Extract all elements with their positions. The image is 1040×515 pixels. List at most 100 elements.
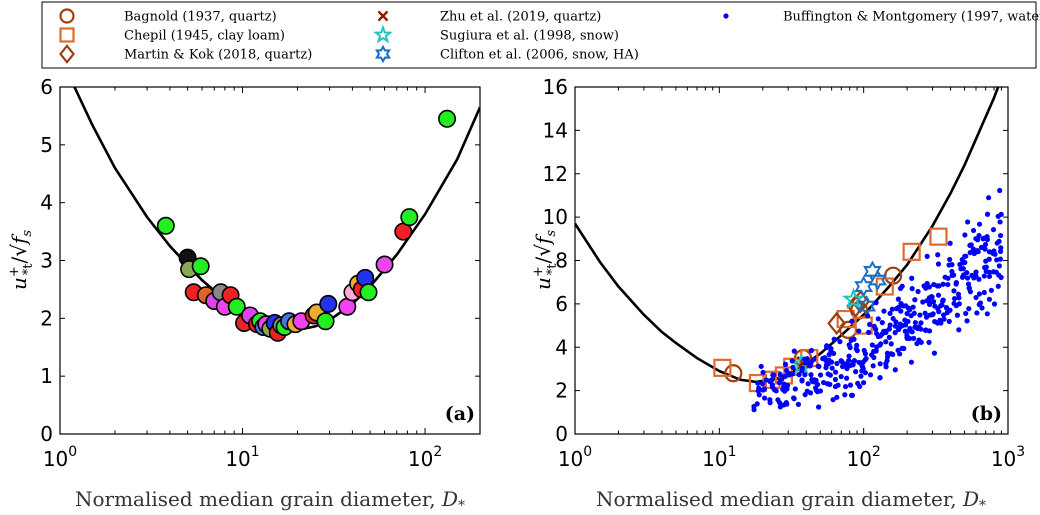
panel-b-point-water (776, 380, 782, 386)
panel-b-point-water (966, 285, 972, 291)
panel-b-point-water (805, 381, 811, 387)
panel-b-point-water (833, 369, 839, 375)
panel-b-point-water (924, 253, 930, 259)
panel-b-point-water (871, 354, 877, 361)
panel-b-point-circle (724, 364, 743, 383)
panel-b-point-water (974, 310, 980, 316)
panel-b-point-water (912, 324, 918, 330)
panel-b-point-water (995, 213, 1001, 219)
panel-b-point-water (838, 358, 844, 364)
panel-b-point-water (973, 249, 979, 255)
panel-b-point-water (990, 227, 997, 233)
panel-b-point-water (957, 261, 963, 268)
panel-a-point (375, 255, 394, 274)
panel-b-point-water (799, 378, 805, 384)
panel-b-point-square (713, 358, 732, 377)
panel-b-point-water (976, 221, 983, 227)
panel-b-point-water (877, 375, 883, 381)
panel-b-point-water (849, 318, 855, 324)
panel-b-point-water (911, 335, 917, 342)
panel-b-point-water (963, 310, 969, 317)
panel-b: 0 2 4 6 8 10 12 14 16 100 101 102 103 (b) Normalised… (531, 75, 1025, 514)
panel-a-point (356, 268, 375, 287)
panel-b-point-water (817, 372, 824, 378)
panel-b-point-water (998, 245, 1004, 251)
panel-b-point-water (956, 327, 962, 333)
panel-b-point-water (929, 312, 936, 318)
panel-b-ytick-label: 14 (543, 118, 568, 142)
panel-b-point-water (932, 303, 938, 309)
panel-b-point-water (804, 388, 810, 394)
legend-entry-label: Clifton et al. (2006, snow, HA) (440, 48, 639, 63)
panel-b-point-water (897, 285, 904, 292)
panel-b-ytick-label: 16 (543, 75, 568, 99)
panel-b-point-water (966, 306, 972, 312)
panel-b-point-water (977, 300, 984, 306)
panel-b-point-water (827, 381, 833, 387)
panel-b-point-water (926, 301, 933, 308)
panel-b-point-water (830, 397, 836, 403)
legend-entry-label: Sugiura et al. (1998, snow) (440, 29, 619, 44)
panel-b-point-water (970, 227, 977, 234)
panel-b-point-water (984, 211, 991, 217)
panel-b-point-water (824, 343, 830, 349)
panel-b-point-water (754, 401, 760, 407)
legend-marker-dot (723, 13, 729, 19)
panel-b-xlabel: Normalised median grain diameter, D* (596, 487, 986, 514)
panel-b-point-water (756, 392, 762, 398)
panel-b-point-water (862, 351, 869, 357)
panel-b-point-water (983, 258, 989, 264)
panel-b-point-water (863, 355, 869, 362)
panel-b-point-water (983, 264, 989, 270)
panel-a-point (227, 297, 246, 316)
panel-b-point-water (856, 359, 862, 365)
panel-b-point-water (903, 303, 909, 309)
panel-b-point-pentagram (841, 287, 866, 310)
panel-a-point (400, 208, 419, 227)
panel-b-point-water (860, 364, 866, 370)
panel-b-point-water (838, 373, 844, 380)
panel-b-point-water (835, 382, 841, 388)
panel-b-point-water (995, 283, 1001, 289)
panel-b-point-water (897, 351, 903, 357)
panel-b-point-water (847, 382, 854, 388)
panel-b-point-water (986, 269, 993, 275)
panel-b-point-water (842, 392, 848, 398)
panel-a-ytick-label: 5 (40, 133, 53, 157)
panel-b-point-water (981, 289, 987, 296)
panel-b-fit-curve (575, 87, 1000, 384)
panel-b-point-water (790, 364, 796, 370)
panel-b-point-water (991, 248, 997, 254)
panel-b-point-water (816, 404, 822, 410)
panel-b-point-water (965, 219, 971, 225)
panel-b-point-water (895, 296, 901, 302)
panel-a-ytick-label: 0 (40, 422, 53, 446)
panel-b-point-water (955, 291, 962, 297)
panel-b-point-water (946, 318, 952, 324)
legend-entry-label: Zhu et al. (2019, quartz) (440, 10, 601, 25)
panel-b-ytick-label: 12 (543, 162, 568, 186)
panel-b-point-water (939, 298, 946, 304)
panel-b-point-water (964, 275, 971, 281)
panel-a-point (438, 109, 457, 128)
panel-b-point-water (926, 284, 932, 290)
panel-b-point-water (979, 305, 985, 311)
panel-b-xtick-label: 103 (991, 444, 1025, 471)
panel-b-ytick-label: 8 (555, 249, 568, 273)
panel-b-point-water (796, 372, 802, 378)
panel-b-point-water (916, 337, 922, 343)
panel-b-point-water (815, 381, 821, 388)
panel-a-point (359, 283, 378, 302)
panel-b-point-water (997, 248, 1004, 255)
panel-b-point-water (986, 195, 992, 201)
panel-b-point-water (976, 276, 982, 282)
panel-a-label: (a) (445, 403, 475, 425)
panel-b-point-water (930, 299, 937, 305)
panel-b-point-water (879, 319, 885, 326)
panel-b-point-diamond (827, 311, 847, 336)
legend-marker-hexagram (375, 44, 391, 64)
panel-b-point-water (815, 363, 822, 369)
panel-a-point (156, 216, 175, 235)
panel-b-point-water (941, 316, 947, 322)
panel-b-point-water (834, 394, 840, 400)
